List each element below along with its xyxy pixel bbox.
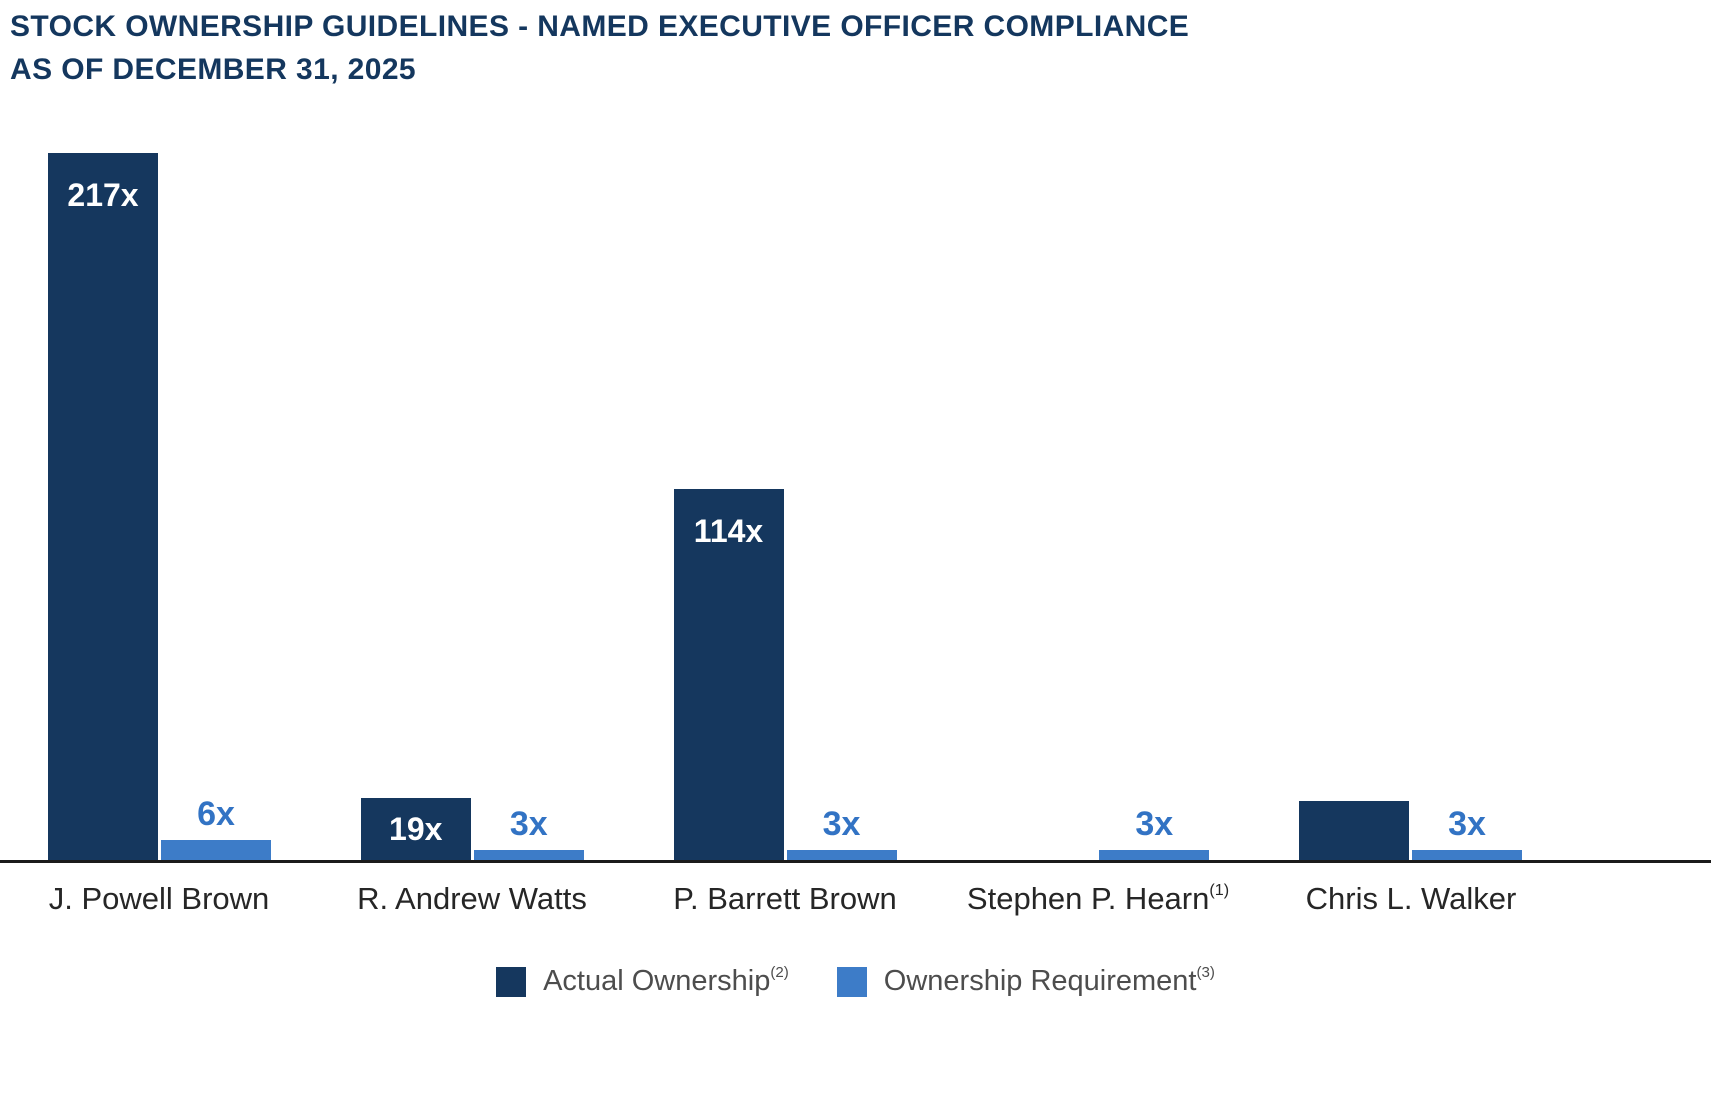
actual-ownership-bar: 19x: [360, 798, 471, 861]
ownership-requirement-bar: 3x: [786, 805, 897, 861]
bar-group: 114x 3x: [673, 489, 897, 861]
category-footnote: (1): [1209, 881, 1230, 900]
actual-ownership-bar: [1299, 801, 1409, 861]
category-label-text: J. Powell Brown: [48, 881, 270, 917]
requirement-value-label: 6x: [197, 795, 235, 834]
category-label: Chris L. Walker: [1300, 881, 1522, 917]
actual-value-label: 114x: [693, 513, 764, 550]
plot-area: 217x 6x 19x 3x 114x 3x 3x 3x: [0, 153, 1711, 861]
ownership-requirement-swatch: [836, 966, 867, 997]
category-label-text: Chris L. Walker: [1305, 881, 1517, 917]
ownership-requirement-bar: 3x: [1412, 805, 1522, 861]
x-axis-line: [0, 860, 1711, 864]
requirement-value-label: 3x: [1448, 805, 1486, 844]
legend-footnote: (3): [1196, 964, 1215, 982]
legend-item: Ownership Requirement(3): [836, 964, 1215, 998]
chart-title-line1: STOCK OWNERSHIP GUIDELINES - NAMED EXECU…: [10, 10, 1190, 43]
category-label: P. Barrett Brown: [673, 881, 897, 917]
actual-ownership-bar: 217x: [48, 153, 158, 861]
category-label: J. Powell Brown: [48, 881, 270, 917]
bar-group: 3x: [986, 805, 1210, 861]
category-label-text: Stephen P. Hearn(1): [966, 881, 1230, 917]
actual-ownership-swatch: [496, 966, 527, 997]
chart-title-line2: AS OF DECEMBER 31, 2025: [10, 52, 416, 86]
legend-label: Ownership Requirement(3): [883, 964, 1215, 998]
ownership-requirement-bar: 3x: [1099, 805, 1210, 861]
requirement-value-label: 3x: [509, 805, 548, 844]
actual-value-label: 19x: [389, 810, 443, 847]
category-label-text: P. Barrett Brown: [673, 881, 897, 917]
legend-item: Actual Ownership(2): [496, 965, 789, 998]
category-axis-labels: J. Powell Brown R. Andrew Watts P. Barrett…: [0, 881, 1711, 917]
requirement-value-label: 3x: [1135, 805, 1174, 844]
bar-group: 19x 3x: [360, 798, 584, 861]
legend: Actual Ownership(2) Ownership Requirement…: [0, 965, 1711, 998]
category-label: R. Andrew Watts: [357, 881, 587, 917]
ownership-requirement-bar: 6x: [161, 795, 271, 861]
category-label-text: R. Andrew Watts: [357, 881, 587, 917]
actual-value-label: 217x: [67, 177, 139, 214]
bar-group: 3x: [1299, 801, 1522, 861]
chart-title: STOCK OWNERSHIP GUIDELINES - NAMED EXECU…: [0, 0, 1711, 91]
legend-label: Actual Ownership(2): [543, 964, 789, 998]
bar-group: 217x 6x: [48, 153, 271, 861]
legend-footnote: (2): [770, 964, 789, 982]
category-label: Stephen P. Hearn(1): [967, 881, 1229, 917]
ownership-requirement-bar: 3x: [473, 805, 584, 861]
requirement-value-label: 3x: [822, 805, 861, 844]
actual-ownership-bar: 114x: [673, 489, 784, 861]
